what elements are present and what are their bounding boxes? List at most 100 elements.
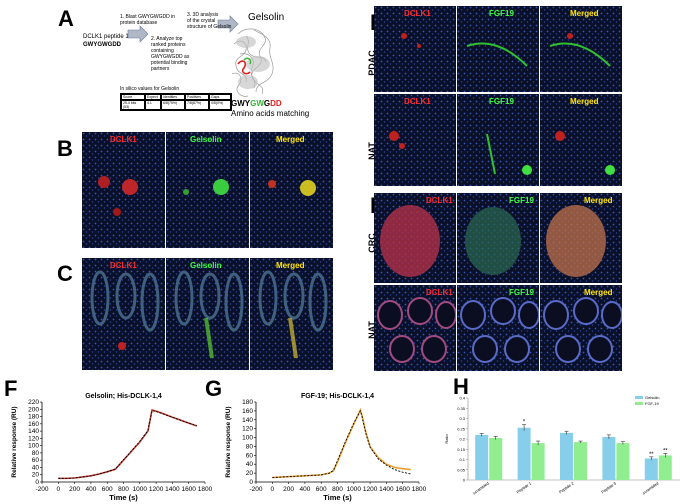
y-tick-label: 100 — [28, 443, 39, 450]
x-tick-label: 1000 — [133, 486, 148, 493]
y-tick-label: 120 — [28, 435, 39, 442]
micrograph-e-crc-merged: Merged — [540, 193, 622, 283]
y-tick-label: 0.35 — [457, 406, 466, 411]
y-tick-label: 0.25 — [457, 426, 466, 431]
step-1-line-2: protein database — [120, 20, 158, 26]
micrograph-image — [82, 132, 165, 248]
step-2-line-3: containing — [151, 48, 174, 54]
insilico-header: Gaps — [209, 94, 231, 100]
micrograph-c-merged: Merged — [250, 258, 333, 370]
stain-label-merged: Merged — [276, 135, 305, 144]
y-tick-label: 60 — [246, 452, 254, 459]
x-axis-label: Time (s) — [323, 493, 352, 502]
y-axis-label: Relative response (RU) — [11, 406, 18, 477]
bar-FGF-19 — [658, 455, 672, 480]
bar-Gelsolin — [602, 436, 616, 480]
workflow-arrows — [127, 15, 239, 43]
step-3-line-1: 3. 3D analysis — [187, 12, 219, 18]
y-tick-label: 40 — [32, 464, 40, 471]
micrograph-c-gelsolin: Gelsolin — [166, 258, 249, 370]
x-tick-label: 200 — [69, 486, 80, 493]
chart-g: FGF-19; His-DCLK-1,4-200 0 200 400 600 800 100… — [225, 393, 427, 502]
panel-label-h: H — [453, 374, 469, 399]
panel-label-g: G — [205, 376, 223, 401]
micrograph-d-pdac-merged: Merged — [540, 6, 622, 92]
micrograph-image — [374, 94, 456, 186]
micrograph-image — [540, 285, 622, 371]
x-tick-label: 1200 — [363, 486, 378, 493]
panel-label-b: B — [57, 136, 73, 161]
x-tick-label: 400 — [85, 486, 96, 493]
micrograph-b-merged: Merged — [250, 132, 333, 248]
y-tick-label: 40 — [246, 461, 254, 468]
step-3-line-2: of the crystal — [187, 18, 216, 24]
insilico-header: Score — [121, 94, 145, 100]
significance-mark: ** — [649, 452, 654, 458]
insilico-table: Score Expect Identities Positives Gaps 2… — [120, 93, 232, 111]
chart-title: Gelsolin; His-DCLK-1,4 — [85, 393, 162, 400]
x-tick-label: 600 — [102, 486, 113, 493]
y-tick-label: 20 — [246, 470, 254, 477]
micrograph-c-dclk1: DCLK1 — [82, 258, 165, 370]
micrograph-e-crc-dclk1: DCLK1 — [374, 193, 456, 283]
y-tick-label: 0.05 — [457, 467, 466, 472]
micrograph-image — [457, 193, 539, 283]
stain-label-fgf19: FGF19 — [509, 288, 534, 297]
micrograph-image — [457, 94, 539, 186]
stain-label-merged: Merged — [584, 288, 613, 297]
micrograph-e-nat-dclk1: DCLK1 — [374, 285, 456, 371]
x-tick-label: 1800 — [412, 486, 427, 493]
micrograph-image — [457, 6, 539, 92]
bar-Gelsolin — [475, 434, 489, 480]
gelsolin-structure-image — [231, 28, 274, 97]
insilico-cell: 0/8(0%) — [209, 100, 231, 110]
seq-part: G — [263, 99, 271, 108]
micrograph-e-crc-fgf19: FGF19 — [457, 193, 539, 283]
series-line-fit — [58, 410, 197, 479]
y-tick-label: 160 — [242, 408, 253, 415]
stain-label-dclk1: DCLK1 — [426, 196, 453, 205]
panel-label-a: A — [58, 6, 74, 31]
y-tick-label: 20 — [32, 472, 40, 479]
y-tick-label: 80 — [246, 443, 254, 450]
y-tick-label: 0.4 — [459, 396, 465, 401]
insilico-header: Identities — [161, 94, 185, 100]
step-2-line-1: 2. Analyze top — [151, 36, 183, 42]
stain-label-dclk1: DCLK1 — [426, 288, 453, 297]
x-tick-label: 1000 — [347, 486, 362, 493]
stain-label-merged: Merged — [570, 9, 599, 18]
y-tick-label: 120 — [242, 426, 253, 433]
step-2-line-4: GWYGWGDD as — [151, 54, 190, 60]
micrograph-d-nat-fgf19: FGF19 — [457, 94, 539, 186]
stain-label-dclk1: DCLK1 — [110, 261, 137, 270]
insilico-title: In silico values for Gelsolin — [120, 86, 180, 92]
x-tick-label: 600 — [316, 486, 327, 493]
legend-swatch — [635, 402, 643, 405]
micrograph-image — [166, 132, 249, 248]
seq-part: GWY — [231, 99, 251, 108]
insilico-cell: 6/8(75%) — [161, 100, 185, 110]
seq-part: GW — [250, 99, 264, 108]
bar-FGF-19 — [531, 443, 545, 480]
x-tick-label: 800 — [332, 486, 343, 493]
series-line-measured — [272, 407, 411, 479]
micrograph-e-nat-fgf19: FGF19 — [457, 285, 539, 371]
legend-swatch — [635, 396, 643, 399]
seq-part: DD — [270, 99, 282, 108]
x-tick-label: 800 — [118, 486, 129, 493]
micrograph-b-dclk1: DCLK1 — [82, 132, 165, 248]
y-tick-label: 0.1 — [459, 457, 465, 462]
matching-sequence: GWYGWGDD — [231, 99, 282, 108]
micrograph-image — [540, 193, 622, 283]
legend-label: FGF-19 — [645, 401, 660, 406]
insilico-header: Expect — [145, 94, 161, 100]
stain-label-merged: Merged — [276, 261, 305, 270]
x-tick-label: -200 — [249, 486, 262, 493]
x-tick-label: Peptide 3 — [600, 480, 617, 494]
stain-label-dclk1: DCLK1 — [110, 135, 137, 144]
y-tick-label: 80 — [32, 450, 40, 457]
series-line-fit — [272, 409, 411, 479]
y-tick-label: 140 — [242, 417, 253, 424]
micrograph-image — [540, 94, 622, 186]
x-tick-label: 1600 — [395, 486, 410, 493]
